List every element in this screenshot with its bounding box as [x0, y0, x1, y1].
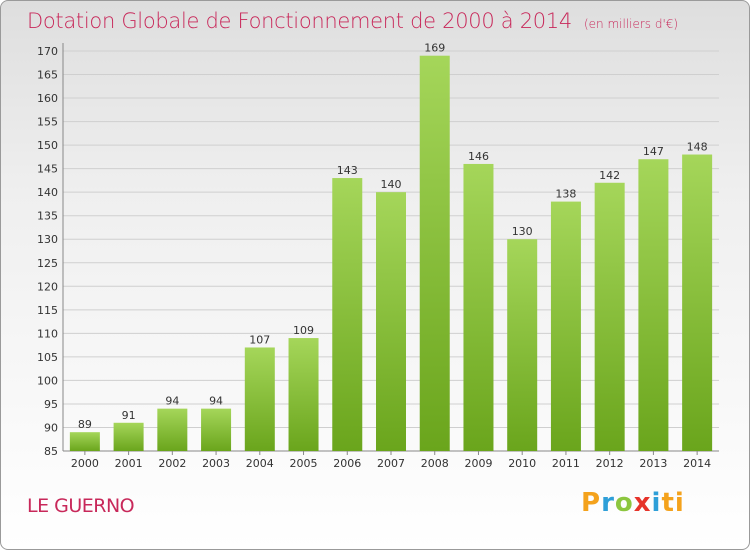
y-tick-label: 115 — [37, 304, 58, 317]
data-label: 140 — [381, 178, 402, 191]
bar — [550, 201, 581, 451]
bar — [638, 159, 669, 451]
y-tick-label: 125 — [37, 257, 58, 270]
logo-letter: P — [581, 488, 602, 518]
data-label: 89 — [78, 418, 92, 431]
x-tick-label: 2003 — [202, 457, 230, 470]
y-tick-label: 155 — [37, 116, 58, 129]
data-label: 142 — [599, 169, 620, 182]
data-label: 109 — [293, 324, 314, 337]
bar — [157, 408, 188, 451]
y-tick-label: 150 — [37, 139, 58, 152]
x-tick-label: 2008 — [421, 457, 449, 470]
x-tick-label: 2001 — [115, 457, 143, 470]
x-tick-label: 2007 — [377, 457, 405, 470]
bar — [419, 55, 450, 452]
bar — [288, 338, 319, 451]
y-tick-label: 85 — [44, 445, 58, 458]
bar — [244, 347, 275, 451]
data-labels: 89 91 94 94 107 109 143 140 169 146 130 138 142 147 14… — [78, 42, 708, 431]
data-label: 130 — [512, 225, 533, 238]
x-tick-label: 2011 — [552, 457, 580, 470]
y-tick-label: 120 — [37, 280, 58, 293]
x-tick-label: 2009 — [464, 457, 492, 470]
data-label: 91 — [122, 409, 136, 422]
logo-letter: i — [651, 488, 662, 518]
y-tick-label: 160 — [37, 92, 58, 105]
bar — [463, 163, 494, 452]
data-label: 147 — [643, 145, 664, 158]
bar — [201, 408, 232, 451]
x-tick-labels: 2000 2001 2002 2003 2004 2005 2006 2007 2008 2009… — [71, 457, 711, 470]
title-text: Dotation Globale de Fonctionnement de 20… — [27, 9, 572, 33]
chart-subtitle: (en milliers d'€) — [583, 17, 679, 31]
bars — [69, 55, 713, 452]
y-tick-label: 140 — [37, 186, 58, 199]
y-tick-labels: 85 90 95 100 105 110 115 120 125 130 135 140 145 150 1… — [37, 45, 58, 458]
data-label: 169 — [424, 42, 445, 55]
logo-letter: t — [661, 488, 675, 518]
data-label: 138 — [555, 188, 576, 201]
x-tick-label: 2000 — [71, 457, 99, 470]
x-tick-label: 2013 — [639, 457, 667, 470]
bar — [69, 432, 100, 451]
logo-letter: r — [601, 488, 615, 518]
logo-letter: x — [633, 488, 652, 518]
proxiti-logo: Proxiti — [581, 488, 685, 518]
commune-name: LE GUERNO — [27, 495, 135, 517]
x-tick-label: 2005 — [290, 457, 318, 470]
x-tick-label: 2014 — [683, 457, 711, 470]
x-tick-label: 2010 — [508, 457, 536, 470]
x-tick-label: 2004 — [246, 457, 274, 470]
y-tick-label: 105 — [37, 351, 58, 364]
data-label: 143 — [337, 164, 358, 177]
y-tick-label: 170 — [37, 45, 58, 58]
bar — [113, 422, 144, 451]
bar — [332, 178, 363, 451]
data-label: 94 — [165, 395, 179, 408]
logo-letter: o — [614, 488, 634, 518]
data-label: 94 — [209, 395, 223, 408]
y-tick-label: 165 — [37, 69, 58, 82]
x-tick-label: 2006 — [333, 457, 361, 470]
y-tick-label: 90 — [44, 421, 58, 434]
y-tick-label: 100 — [37, 374, 58, 387]
logo-letter: i — [674, 488, 685, 518]
x-tick-label: 2002 — [158, 457, 186, 470]
data-label: 148 — [687, 141, 708, 154]
data-label: 146 — [468, 150, 489, 163]
y-tick-label: 110 — [37, 327, 58, 340]
bar — [682, 154, 713, 451]
y-tick-label: 130 — [37, 233, 58, 246]
x-tick-label: 2012 — [596, 457, 624, 470]
y-tick-label: 95 — [44, 398, 58, 411]
bar — [594, 182, 625, 451]
data-label: 107 — [249, 333, 270, 346]
y-tick-label: 135 — [37, 210, 58, 223]
y-tick-label: 145 — [37, 163, 58, 176]
chart-title: Dotation Globale de Fonctionnement de 20… — [27, 9, 678, 33]
bar — [507, 239, 538, 451]
bar — [376, 192, 406, 452]
